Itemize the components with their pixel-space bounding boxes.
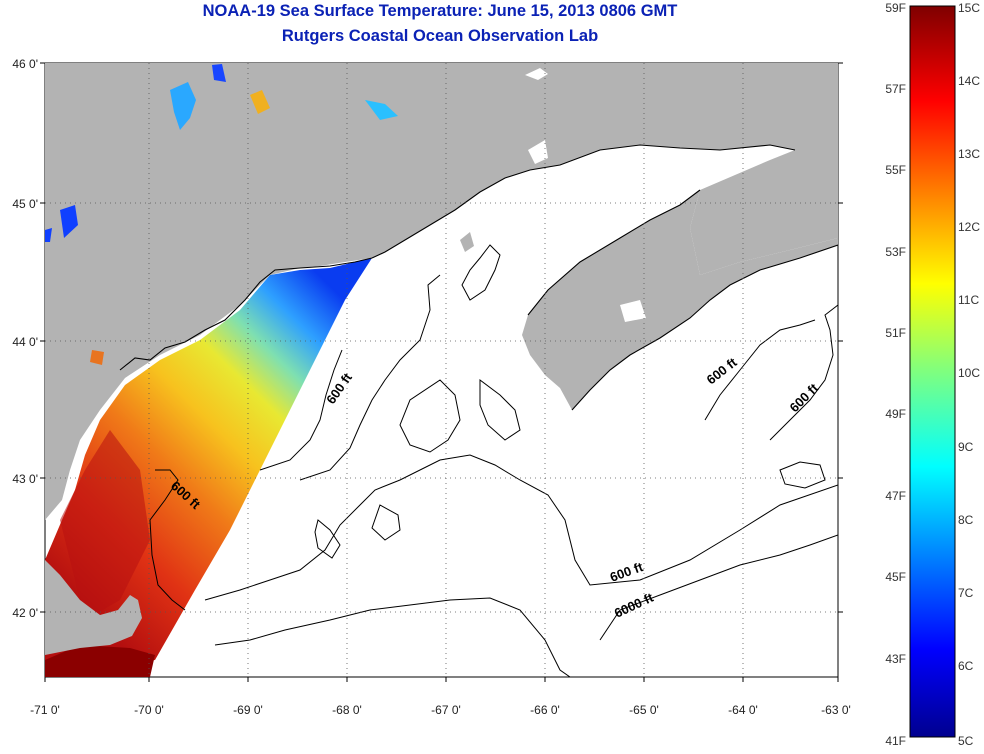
inland-lake — [525, 68, 548, 80]
lat-tick-label: 45 0' — [12, 197, 38, 211]
colorbar-c-label: 6C — [958, 659, 974, 673]
bathymetry-contours — [149, 244, 838, 677]
colorbar-c-label: 12C — [958, 220, 980, 234]
lon-tick-label: -66 0' — [530, 703, 560, 717]
map-title: NOAA-19 Sea Surface Temperature: June 15… — [202, 2, 678, 20]
inland-lake — [528, 140, 548, 164]
lat-tick-label: 46 0' — [12, 57, 38, 71]
colorbar-f-label: 55F — [885, 163, 906, 177]
mainland-land — [45, 63, 838, 520]
graticule — [45, 63, 838, 677]
lon-tick-label: -63 0' — [821, 703, 851, 717]
colorbar-f-label: 51F — [885, 326, 906, 340]
inland-lake — [620, 300, 646, 322]
colorbar-c-label: 7C — [958, 586, 974, 600]
map-subtitle: Rutgers Coastal Ocean Observation Lab — [281, 27, 599, 45]
coastlines — [119, 144, 838, 411]
colorbar-f-label: 45F — [885, 570, 906, 584]
colorbar-c-label: 5C — [958, 734, 974, 748]
colorbar-c-label: 8C — [958, 513, 974, 527]
island-land — [460, 232, 474, 252]
colorbar-f-label: 41F — [885, 734, 906, 748]
inland-lakes-sst — [45, 64, 398, 365]
lon-tick-label: -71 0' — [30, 703, 60, 717]
colorbar-c-label: 13C — [958, 147, 980, 161]
colorbar-c-label: 9C — [958, 440, 974, 454]
coastal-warm — [45, 645, 155, 677]
colorbar-f-label: 59F — [885, 1, 906, 15]
nova-scotia-land — [522, 190, 838, 410]
colorbar-f-label: 53F — [885, 245, 906, 259]
colorbar-f-label: 47F — [885, 489, 906, 503]
colorbar — [909, 5, 956, 738]
lon-tick-label: -65 0' — [629, 703, 659, 717]
colorbar-f-label: 57F — [885, 82, 906, 96]
tick-marks — [40, 62, 843, 682]
colorbar-c-label: 11C — [958, 293, 979, 307]
colorbar-c-labels: 15C 14C 13C 12C 11C 10C 9C 8C 7C 6C 5C — [958, 1, 980, 748]
colorbar-f-label: 49F — [885, 407, 906, 421]
lon-tick-label: -70 0' — [134, 703, 164, 717]
colorbar-c-label: 15C — [958, 1, 980, 15]
colorbar-c-label: 14C — [958, 74, 980, 88]
lat-tick-label: 43 0' — [12, 472, 38, 486]
longitude-labels: -71 0' -70 0' -69 0' -68 0' -67 0' -66 0… — [30, 703, 851, 717]
lat-tick-label: 42 0' — [12, 606, 38, 620]
lon-tick-label: -64 0' — [728, 703, 758, 717]
colorbar-f-label: 43F — [885, 652, 906, 666]
lon-tick-label: -69 0' — [233, 703, 263, 717]
lat-tick-label: 44 0' — [12, 335, 38, 349]
warm-core — [60, 430, 150, 620]
colorbar-c-label: 10C — [958, 366, 980, 380]
cape-cod-land — [45, 560, 142, 655]
latitude-labels: 46 0' 45 0' 44 0' 43 0' 42 0' — [12, 57, 38, 620]
lon-tick-label: -68 0' — [332, 703, 362, 717]
lon-tick-label: -67 0' — [431, 703, 461, 717]
colorbar-f-labels: 59F 57F 55F 53F 51F 49F 47F 45F 43F 41F — [885, 1, 906, 748]
